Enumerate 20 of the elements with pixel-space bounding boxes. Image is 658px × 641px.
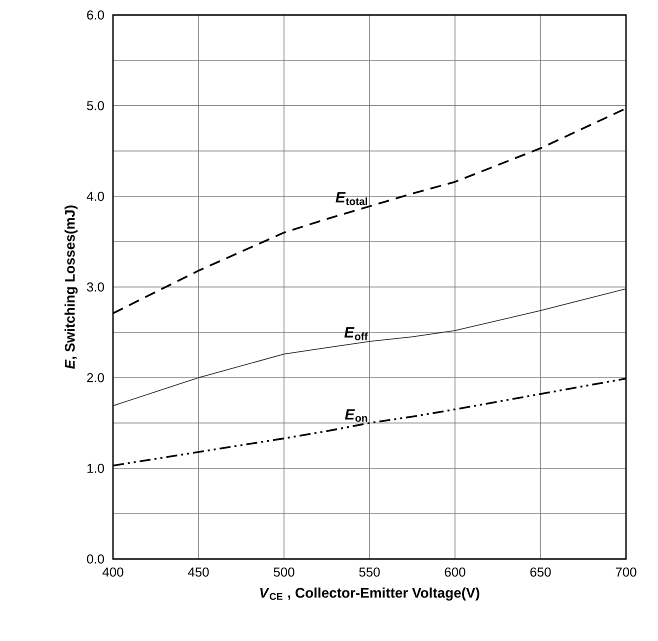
x-tick-label: 450 (188, 568, 209, 577)
x-tick-label: 400 (102, 568, 124, 577)
y-tick-label: 5.0 (86, 101, 104, 110)
x-tick-label: 650 (530, 568, 551, 577)
y-tick-label: 2.0 (87, 373, 104, 382)
y-tick-label: 6.0 (87, 10, 104, 20)
x-axis-title: V$_{CE}$ , Collector-Emitter Voltage(V) (260, 588, 480, 601)
x-tick-label: 500 (274, 568, 294, 577)
x-tick-label: 550 (359, 568, 380, 577)
y-tick-label: 4.0 (86, 192, 104, 201)
series-label: E$_{off}$ (344, 327, 368, 340)
x-tick-label: 700 (616, 568, 636, 577)
series-label: E$_{on}$ (344, 409, 368, 422)
y-tick-label: 1.0 (87, 464, 104, 473)
y-axis-title: E, Switching Losses(mJ) (64, 206, 78, 369)
x-tick-label: 600 (444, 568, 466, 577)
y-tick-label: 3.0 (86, 282, 104, 292)
y-tick-label: 0.0 (86, 554, 104, 564)
line-series (113, 288, 626, 406)
series-label: E$_{total}$ (336, 192, 368, 206)
